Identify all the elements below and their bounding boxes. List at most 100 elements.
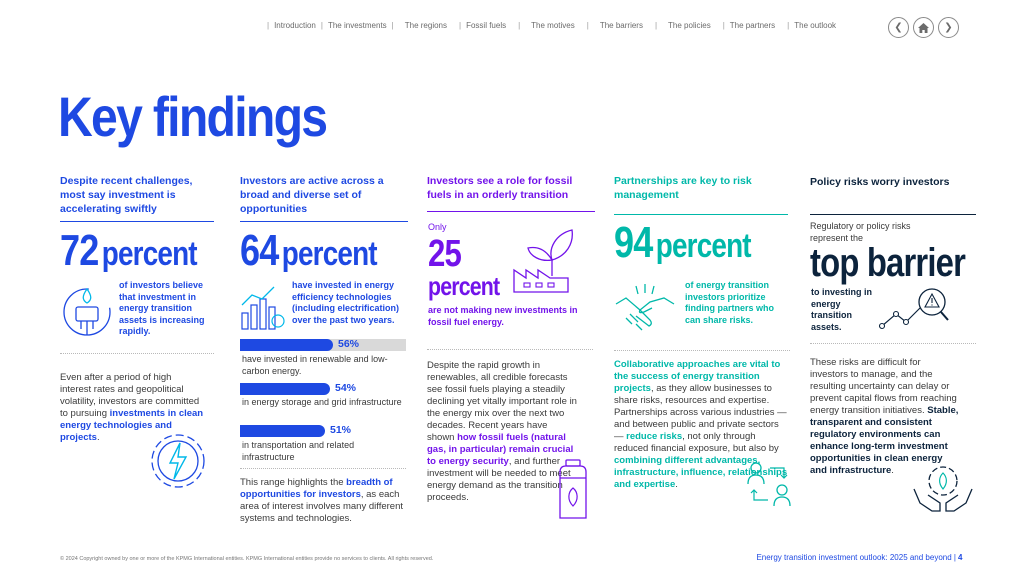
finding-fossil-fuels: Investors see a role for fossil fuels in… xyxy=(427,174,595,212)
bar-chart-icon xyxy=(241,286,285,330)
col5-body-end: . xyxy=(891,465,894,476)
nav-fossil-fuels[interactable]: Fossil fuels xyxy=(466,21,507,30)
col5-intro: Regulatory or policy risks represent the xyxy=(810,221,911,243)
col3-desc: are not making new investments in fossil… xyxy=(428,305,578,327)
col4-body-end: . xyxy=(675,479,678,490)
col2-stat: 64percent xyxy=(240,226,378,276)
document-title: Energy transition investment outlook: 20… xyxy=(756,553,956,562)
col3-number: 25 xyxy=(428,233,462,275)
home-button[interactable] xyxy=(913,17,934,38)
bar-storage xyxy=(240,383,406,395)
col3-rule xyxy=(427,211,595,212)
factory-leaf-icon xyxy=(513,229,573,293)
top-navigation: | Introduction | The investments | The regi… xyxy=(267,21,837,30)
plug-icon xyxy=(63,287,111,336)
col4-body-bold1: Collaborative approaches are vital to th… xyxy=(614,359,781,394)
col5-big: top barrier xyxy=(810,241,966,285)
col4-unit: percent xyxy=(655,227,752,265)
gas-cylinder-icon xyxy=(559,459,587,519)
col2-body-text: This range highlights the xyxy=(240,477,347,488)
chevron-right-icon: ❯ xyxy=(944,22,953,33)
col4-rule xyxy=(614,214,788,215)
col3-only: Only xyxy=(428,222,447,232)
col5-heading: Policy risks worry investors xyxy=(810,176,950,188)
nav-introduction[interactable]: Introduction xyxy=(274,21,316,30)
col3-body-text: Despite the rapid growth in renewables, … xyxy=(427,360,577,443)
col5-body-bold: Stable, transparent and consistent regul… xyxy=(810,405,959,476)
bar-renewable-label: have invested in renewable and low-carbo… xyxy=(242,354,388,376)
finding-diverse-opportunities: Investors are active across a broad and … xyxy=(240,174,408,222)
nav-motives[interactable]: The motives xyxy=(531,21,575,30)
col2-body-bold: breadth of opportunities for investors xyxy=(240,477,393,500)
col4-stat: 94percent xyxy=(614,218,752,268)
finding-investment-accelerating: Despite recent challenges, most say inve… xyxy=(60,174,214,222)
col1-desc: of investors believe that investment in … xyxy=(119,280,205,336)
bar-storage-label: in energy storage and grid infrastructur… xyxy=(242,397,402,407)
col3-body-bold: how fossil fuels (natural gas, in partic… xyxy=(427,432,574,467)
bar-renewable-value: 56% xyxy=(338,338,360,350)
col3-body-end: , and further investment will be needed … xyxy=(427,456,571,503)
col1-body-bold: investments in clean energy technologies… xyxy=(60,408,204,443)
col5-divider xyxy=(810,343,976,344)
col4-number: 94 xyxy=(614,218,653,267)
bar-transport-value: 51% xyxy=(330,424,352,436)
nav-partners[interactable]: The partners xyxy=(729,21,776,30)
col1-stat: 72percent xyxy=(60,226,198,276)
col1-body-text: Even after a period of high interest rat… xyxy=(60,372,200,419)
col5-body-text: These risks are difficult for investors … xyxy=(810,357,957,416)
page-title: Key findings xyxy=(58,85,328,148)
col2-divider xyxy=(240,468,406,469)
col2-body: This range highlights the breadth of opp… xyxy=(240,477,406,525)
document-title-text: Energy transition investment outlook: 20… xyxy=(756,553,952,562)
col5-desc: to investing in energy transition assets… xyxy=(811,287,873,332)
col2-rule xyxy=(240,221,408,222)
bar-storage-fill xyxy=(240,383,330,395)
copyright: © 2024 Copyright owned by one or more of… xyxy=(60,556,434,562)
col5-body: These risks are difficult for investors … xyxy=(810,357,960,477)
col4-heading: Partnerships are key to risk management xyxy=(614,175,752,201)
bar-transport-fill xyxy=(240,425,325,437)
nav-policies[interactable]: The policies xyxy=(668,21,711,30)
bar-storage-value: 54% xyxy=(335,382,357,394)
col1-divider xyxy=(60,353,214,354)
next-button[interactable]: ❯ xyxy=(938,17,959,38)
nav-barriers[interactable]: The barriers xyxy=(599,21,643,30)
warning-magnifier-icon xyxy=(878,288,949,330)
col1-body: Even after a period of high interest rat… xyxy=(60,372,204,444)
col1-number: 72 xyxy=(60,226,99,275)
col2-number: 64 xyxy=(240,226,279,275)
col4-body-text1: , as they allow businesses to share risk… xyxy=(614,383,787,442)
col4-divider xyxy=(614,350,790,351)
nav-regions[interactable]: The regions xyxy=(404,21,447,30)
col3-unit: percent xyxy=(428,271,500,301)
col2-body-end: , as each area of interest involves many… xyxy=(240,489,403,524)
col1-unit: percent xyxy=(101,235,198,273)
col3-heading: Investors see a role for fossil fuels in… xyxy=(427,175,573,201)
bar-renewable xyxy=(240,339,406,351)
nav-buttons: ❮ ❯ xyxy=(888,17,959,38)
previous-button[interactable]: ❮ xyxy=(888,17,909,38)
nav-outlook[interactable]: The outlook xyxy=(794,21,837,30)
hands-plant-gear-icon xyxy=(913,466,973,512)
col4-body: Collaborative approaches are vital to th… xyxy=(614,359,790,491)
finding-partnerships: Partnerships are key to risk management xyxy=(614,174,788,215)
people-exchange-icon xyxy=(747,462,791,507)
col1-heading: Despite recent challenges, most say inve… xyxy=(60,175,193,215)
bar-transport xyxy=(240,425,406,437)
finding-policy-risks: Policy risks worry investors xyxy=(810,174,976,215)
col5-rule xyxy=(810,214,976,215)
col4-body-bold3: combining different advantages, infrastr… xyxy=(614,455,788,490)
bar-transport-label: in transportation and related infrastruc… xyxy=(242,440,355,462)
col4-body-text2: , not only through reduced financial exp… xyxy=(614,431,779,454)
col3-body: Despite the rapid growth in renewables, … xyxy=(427,360,577,504)
col2-heading: Investors are active across a broad and … xyxy=(240,175,384,215)
page-number: 4 xyxy=(958,553,963,562)
handshake-icon xyxy=(615,284,675,331)
col4-body-bold2: reduce risks xyxy=(626,431,683,442)
gear-lightning-icon xyxy=(151,434,205,488)
col1-body-end: . xyxy=(96,432,100,443)
bar-renewable-fill xyxy=(240,339,333,351)
nav-investments[interactable]: The investments xyxy=(327,21,387,30)
col4-desc: of energy transition investors prioritiz… xyxy=(685,280,774,325)
col1-rule xyxy=(60,221,214,222)
